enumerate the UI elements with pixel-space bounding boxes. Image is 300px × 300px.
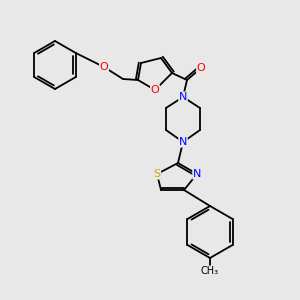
- Text: N: N: [179, 92, 187, 102]
- Text: S: S: [153, 169, 161, 179]
- Text: O: O: [151, 85, 159, 95]
- Text: O: O: [100, 62, 108, 72]
- Text: O: O: [196, 63, 206, 73]
- Text: CH₃: CH₃: [201, 266, 219, 276]
- Text: N: N: [193, 169, 201, 179]
- Text: N: N: [179, 137, 187, 147]
